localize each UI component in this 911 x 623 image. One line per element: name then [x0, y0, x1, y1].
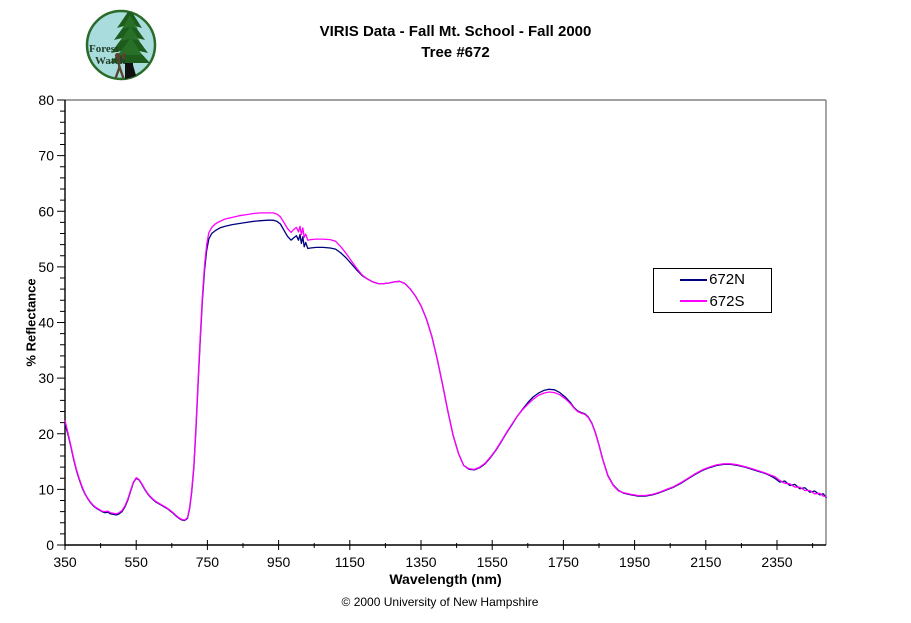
series-line-672N	[64, 219, 828, 522]
x-tick-label: 1150	[335, 554, 365, 570]
x-tick-label: 550	[125, 554, 149, 570]
logo-tree-icon	[110, 11, 150, 79]
forest-watch-logo: Forest Watch	[84, 7, 158, 83]
logo-text-forest: Forest	[89, 43, 119, 55]
y-tick-label: 30	[38, 370, 54, 386]
y-tick-label: 80	[38, 92, 54, 108]
legend-box: 672N 672S	[653, 268, 772, 313]
x-tick-label: 350	[53, 554, 77, 570]
y-tick-label: 20	[38, 426, 54, 442]
chart-title-line1: VIRIS Data - Fall Mt. School - Fall 2000	[319, 23, 592, 40]
x-tick-label: 2150	[690, 554, 721, 570]
forest-watch-logo-graphic: Forest Watch	[85, 9, 157, 81]
tree-canopy-highlight	[118, 15, 142, 55]
legend-item-672N: 672N	[654, 271, 771, 289]
logo-text-watch: Watch	[95, 55, 126, 67]
y-tick-label: 0	[46, 537, 54, 553]
legend-label-672S: 672S	[709, 292, 745, 310]
legend-line-672S	[680, 300, 708, 303]
x-tick-label: 950	[267, 554, 291, 570]
x-tick-label: 2350	[761, 554, 792, 570]
legend-line-672N	[680, 278, 708, 281]
y-tick-label: 40	[38, 315, 54, 331]
y-tick-label: 70	[38, 148, 54, 164]
x-tick-label: 1350	[405, 554, 436, 570]
x-tick-label: 1550	[477, 554, 508, 570]
copyright-text: © 2000 University of New Hampshire	[341, 595, 539, 609]
y-tick-label: 10	[38, 481, 54, 497]
x-tick-label: 750	[196, 554, 220, 570]
legend-item-672S: 672S	[654, 293, 771, 311]
y-tick-label: 50	[38, 259, 54, 275]
series-line-672S	[64, 212, 827, 521]
x-axis-title: Wavelength (nm)	[389, 571, 502, 587]
x-tick-label: 1950	[619, 554, 650, 570]
tree-root	[133, 65, 137, 79]
person-hugging-tree	[114, 52, 127, 79]
y-tick-label: 60	[38, 203, 54, 219]
chart-title-line2: Tree #672	[421, 44, 490, 61]
legend-label-672N: 672N	[709, 271, 745, 289]
x-tick-label: 1750	[548, 554, 579, 570]
